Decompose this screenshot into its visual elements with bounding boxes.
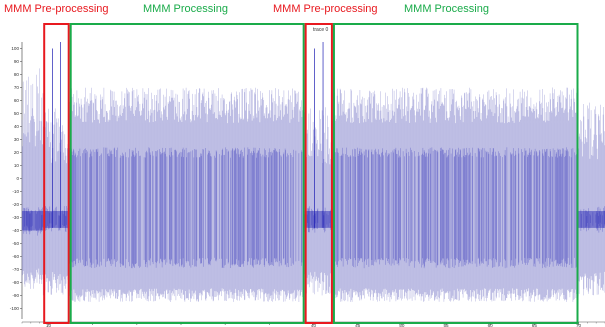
pre-processing-band <box>578 211 605 228</box>
y-tick-label: -50 <box>12 241 19 246</box>
y-tick-label: 100 <box>11 46 19 51</box>
x-tick-label: 55 <box>443 323 449 327</box>
x-tick-label: 65 <box>532 323 538 327</box>
trace-label: trace 0 <box>313 27 329 33</box>
y-tick-label: -100 <box>10 306 20 311</box>
y-tick-label: 50 <box>14 111 20 116</box>
x-tick-label: 45 <box>355 323 361 327</box>
x-tick-label: 70 <box>576 323 582 327</box>
highlight-boxes <box>43 23 579 324</box>
y-tick-label: 90 <box>14 59 20 64</box>
pre-processing-band <box>22 211 44 231</box>
waveform-envelope <box>21 68 44 289</box>
y-tick-label: 10 <box>14 163 20 168</box>
processing-label-2: MMM Processing <box>404 3 489 15</box>
pre-processing-label-2: MMM Pre-processing <box>273 3 378 15</box>
y-tick-label: 30 <box>14 137 20 142</box>
waveform-core <box>23 207 44 236</box>
waveform-envelope <box>332 87 579 302</box>
pre-processing-box <box>43 23 70 324</box>
y-tick-label: -80 <box>12 280 19 285</box>
pre-processing-band <box>304 211 333 228</box>
processing-box <box>69 23 305 324</box>
waveform-envelope <box>42 108 70 296</box>
processing-box <box>332 23 579 324</box>
pre-processing-band <box>43 211 70 228</box>
y-tick-label: 60 <box>14 98 20 103</box>
waveform-envelope <box>304 107 334 296</box>
y-tick-label: -30 <box>12 215 19 220</box>
waveform-series <box>21 42 605 302</box>
pre-processing-label-1: MMM Pre-processing <box>4 3 109 15</box>
y-tick-label: -40 <box>12 228 19 233</box>
x-tick-label: 50 <box>399 323 405 327</box>
y-tick-label: -20 <box>12 202 19 207</box>
y-tick-label: -60 <box>12 254 19 259</box>
x-tick-label: 60 <box>488 323 494 327</box>
x-tick-label: 40 <box>311 323 317 327</box>
waveform-envelope <box>578 102 605 296</box>
y-axis: 1009080706050403020100-10-20-30-40-50-60… <box>10 42 23 319</box>
processing-label-1: MMM Processing <box>143 3 228 15</box>
y-tick-label: 20 <box>14 150 20 155</box>
y-tick-label: 0 <box>16 176 19 181</box>
x-tick-label: 10 <box>46 323 52 327</box>
y-tick-label: -90 <box>12 293 19 298</box>
pre-processing-box <box>304 23 333 324</box>
y-tick-label: 80 <box>14 72 20 77</box>
y-tick-label: -70 <box>12 267 19 272</box>
y-tick-label: -10 <box>12 189 19 194</box>
y-tick-label: 70 <box>14 85 20 90</box>
y-tick-label: 40 <box>14 124 20 129</box>
waveform-core <box>580 206 605 233</box>
